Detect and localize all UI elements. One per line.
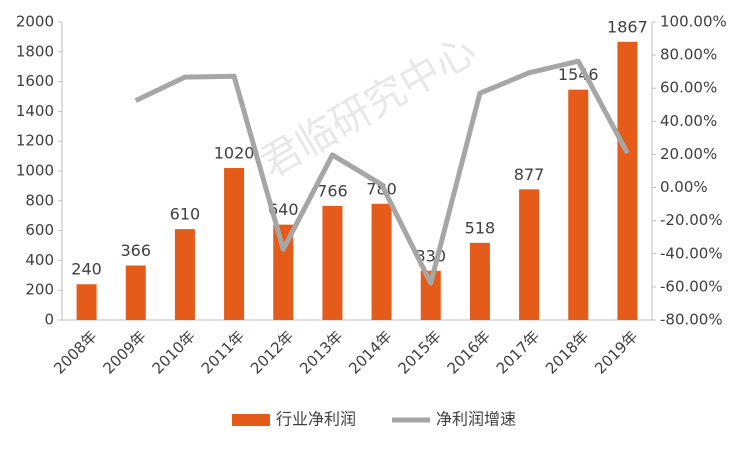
bar-value-label: 1867 bbox=[607, 17, 648, 36]
legend-label: 净利润增速 bbox=[436, 410, 516, 429]
y2-tick-label: -80.00% bbox=[660, 311, 723, 329]
y-tick-label: 2000 bbox=[16, 13, 54, 31]
watermark: 君临研究中心 bbox=[253, 27, 484, 187]
x-tick-label: 2011年 bbox=[198, 327, 248, 377]
x-tick-label: 2017年 bbox=[493, 327, 543, 377]
x-tick-label: 2008年 bbox=[50, 327, 100, 377]
bar bbox=[174, 229, 195, 320]
y-tick-label: 1000 bbox=[16, 162, 54, 180]
y2-tick-label: 80.00% bbox=[660, 46, 717, 64]
x-tick-label: 2015年 bbox=[394, 327, 444, 377]
bar-value-label: 240 bbox=[71, 260, 102, 279]
bar-value-label: 518 bbox=[465, 218, 496, 237]
legend-swatch bbox=[232, 414, 270, 426]
x-tick-label: 2013年 bbox=[296, 327, 346, 377]
line bbox=[134, 58, 630, 286]
y-tick-label: 1400 bbox=[16, 102, 54, 120]
bar bbox=[568, 89, 589, 320]
bar bbox=[519, 189, 540, 320]
bar-value-label: 610 bbox=[170, 205, 201, 224]
y-tick-label: 400 bbox=[25, 251, 54, 269]
y-tick-label: 600 bbox=[25, 221, 54, 239]
bar-value-label: 877 bbox=[514, 165, 545, 184]
x-tick-label: 2010年 bbox=[149, 327, 199, 377]
bar bbox=[420, 270, 441, 320]
bar bbox=[469, 242, 490, 320]
x-tick-label: 2009年 bbox=[99, 327, 149, 377]
y-tick-label: 200 bbox=[25, 281, 54, 299]
bar bbox=[617, 41, 638, 320]
x-tick-label: 2019年 bbox=[591, 327, 641, 377]
y2-tick-label: -20.00% bbox=[660, 211, 723, 229]
y2-tick-label: -60.00% bbox=[660, 277, 723, 295]
x-tick-label: 2016年 bbox=[444, 327, 494, 377]
y2-tick-label: -40.00% bbox=[660, 244, 723, 262]
bar bbox=[76, 284, 97, 320]
legend-label: 行业净利润 bbox=[276, 410, 356, 429]
y2-tick-label: 60.00% bbox=[660, 79, 717, 97]
y-tick-label: 1800 bbox=[16, 42, 54, 60]
x-tick-label: 2012年 bbox=[247, 327, 297, 377]
bar-value-label: 366 bbox=[120, 241, 151, 260]
x-tick-label: 2018年 bbox=[542, 327, 592, 377]
y-tick-label: 0 bbox=[44, 311, 54, 329]
y-tick-label: 1600 bbox=[16, 72, 54, 90]
x-tick-label: 2014年 bbox=[345, 327, 395, 377]
bar bbox=[322, 205, 343, 320]
bar-value-label: 1546 bbox=[558, 65, 599, 84]
y-tick-label: 1200 bbox=[16, 132, 54, 150]
y-tick-label: 800 bbox=[25, 191, 54, 209]
bar bbox=[125, 265, 146, 320]
bar bbox=[371, 203, 392, 320]
bar bbox=[224, 168, 245, 320]
bar bbox=[273, 224, 294, 320]
y2-tick-label: 40.00% bbox=[660, 112, 717, 130]
y2-tick-label: 100.00% bbox=[660, 13, 727, 31]
bar-value-label: 1020 bbox=[214, 144, 255, 163]
bar-value-label: 766 bbox=[317, 181, 348, 200]
y2-tick-label: 0.00% bbox=[660, 178, 708, 196]
y2-tick-label: 20.00% bbox=[660, 145, 717, 163]
